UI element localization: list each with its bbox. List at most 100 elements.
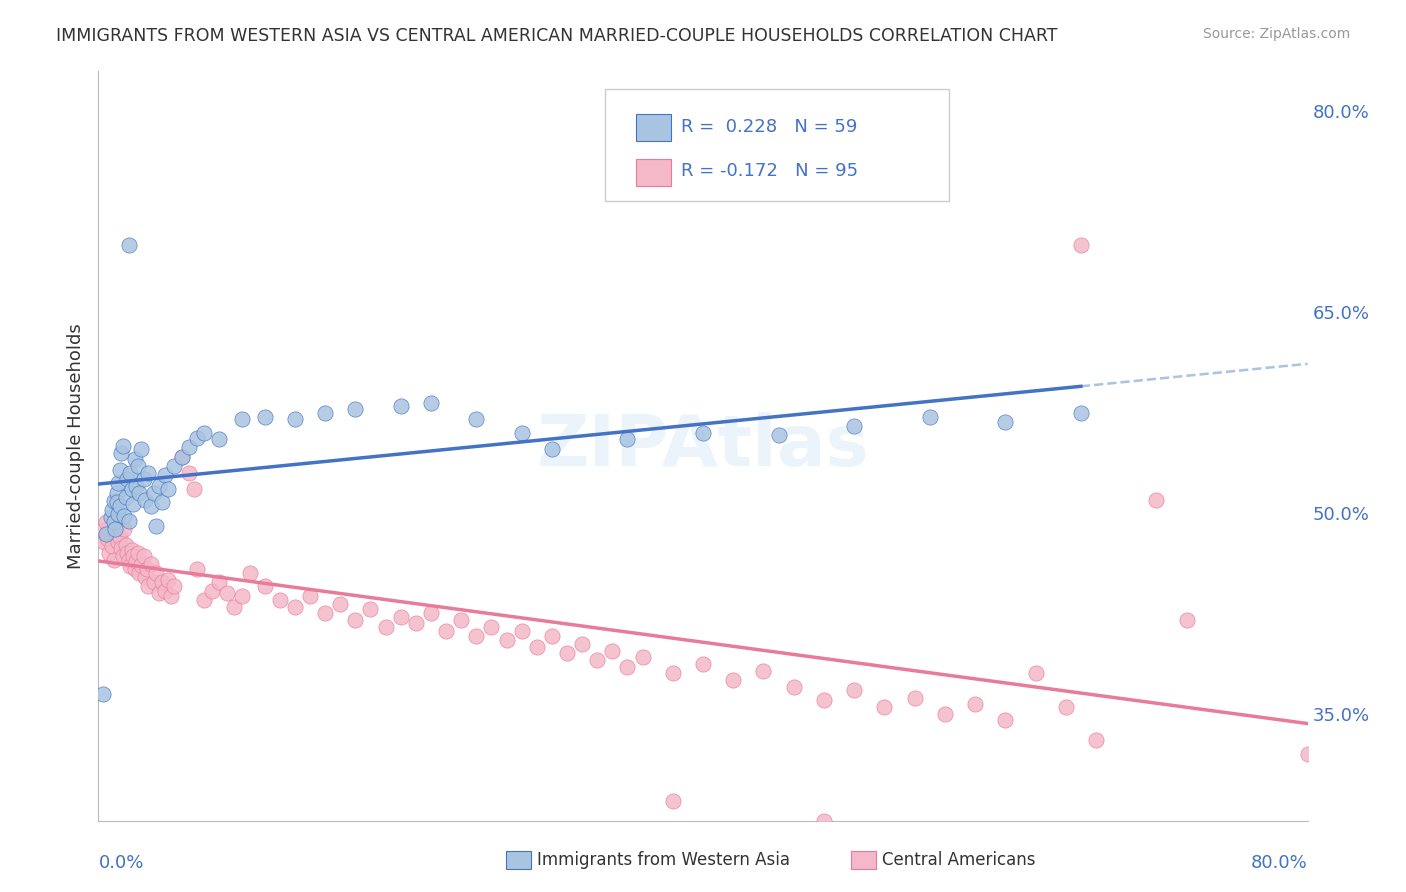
Point bbox=[1085, 733, 1108, 747]
Point bbox=[374, 620, 396, 634]
Point bbox=[124, 562, 146, 576]
Point bbox=[132, 473, 155, 487]
Point bbox=[156, 573, 179, 587]
Point bbox=[186, 562, 208, 576]
Point bbox=[103, 552, 125, 567]
Point bbox=[105, 485, 128, 500]
Point bbox=[103, 516, 125, 530]
Point bbox=[125, 479, 148, 493]
Text: 0.0%: 0.0% bbox=[98, 855, 143, 872]
Point bbox=[101, 540, 124, 554]
Point bbox=[994, 714, 1017, 728]
Point bbox=[495, 633, 517, 648]
Point bbox=[873, 700, 896, 714]
Text: Source: ZipAtlas.com: Source: ZipAtlas.com bbox=[1202, 27, 1350, 41]
Point bbox=[120, 559, 142, 574]
Point bbox=[450, 613, 472, 627]
Point bbox=[1070, 406, 1092, 420]
Point bbox=[105, 519, 128, 533]
Point bbox=[692, 425, 714, 440]
Point bbox=[91, 687, 114, 701]
Point bbox=[122, 549, 145, 563]
Point bbox=[344, 401, 367, 416]
Point bbox=[112, 508, 135, 523]
Point bbox=[141, 500, 163, 514]
Point bbox=[752, 664, 775, 678]
Point bbox=[121, 482, 143, 496]
Point bbox=[571, 637, 593, 651]
Point bbox=[93, 535, 115, 549]
Point bbox=[344, 613, 367, 627]
Point bbox=[135, 562, 157, 576]
Point bbox=[143, 575, 166, 590]
Point bbox=[105, 495, 128, 509]
Point bbox=[118, 552, 141, 567]
Point bbox=[91, 524, 114, 538]
Point bbox=[314, 607, 336, 621]
Point bbox=[114, 490, 136, 504]
Point bbox=[127, 546, 149, 560]
Point bbox=[96, 532, 118, 546]
Point bbox=[965, 698, 987, 712]
Point bbox=[723, 673, 745, 688]
Point bbox=[110, 446, 132, 460]
Point bbox=[253, 409, 276, 424]
Point bbox=[616, 433, 638, 447]
Point bbox=[114, 538, 136, 552]
Point bbox=[179, 441, 201, 455]
Point bbox=[481, 620, 503, 634]
Point bbox=[136, 580, 159, 594]
Point bbox=[148, 479, 170, 493]
Point bbox=[179, 466, 201, 480]
Point bbox=[111, 549, 134, 563]
Point bbox=[1054, 700, 1077, 714]
Point bbox=[602, 644, 624, 658]
Point bbox=[148, 586, 170, 600]
Point bbox=[231, 589, 253, 603]
Point bbox=[465, 629, 488, 643]
Point bbox=[128, 566, 150, 581]
Point bbox=[108, 530, 131, 544]
Point bbox=[360, 602, 382, 616]
Point bbox=[125, 554, 148, 568]
Point bbox=[160, 589, 183, 603]
Point bbox=[127, 459, 149, 474]
Point bbox=[434, 624, 457, 638]
Point bbox=[118, 238, 141, 252]
Point bbox=[918, 409, 941, 424]
Point bbox=[540, 442, 562, 456]
Point bbox=[994, 415, 1017, 429]
Text: Immigrants from Western Asia: Immigrants from Western Asia bbox=[537, 851, 790, 869]
Point bbox=[329, 597, 352, 611]
Point bbox=[616, 660, 638, 674]
Point bbox=[170, 450, 193, 464]
Point bbox=[231, 412, 253, 426]
Point bbox=[98, 546, 121, 560]
Point bbox=[156, 482, 179, 496]
Point bbox=[239, 566, 262, 581]
Point bbox=[215, 586, 238, 600]
Text: ZIPAtlas: ZIPAtlas bbox=[537, 411, 869, 481]
Point bbox=[768, 428, 790, 442]
Point bbox=[104, 522, 127, 536]
Point bbox=[107, 535, 129, 549]
Point bbox=[405, 615, 427, 630]
Text: R =  0.228   N = 59: R = 0.228 N = 59 bbox=[681, 118, 856, 136]
Point bbox=[1296, 747, 1319, 761]
Point bbox=[208, 575, 231, 590]
Point bbox=[208, 433, 231, 447]
Point bbox=[100, 510, 122, 524]
Point bbox=[813, 814, 835, 828]
Point bbox=[100, 527, 122, 541]
Point bbox=[526, 640, 548, 654]
Point bbox=[389, 399, 412, 413]
Point bbox=[934, 706, 956, 721]
Point bbox=[107, 507, 129, 521]
Point bbox=[101, 503, 124, 517]
Point bbox=[1024, 666, 1046, 681]
Point bbox=[107, 476, 129, 491]
Point bbox=[128, 485, 150, 500]
Point bbox=[111, 439, 134, 453]
Point bbox=[170, 450, 193, 464]
Point bbox=[224, 599, 246, 614]
